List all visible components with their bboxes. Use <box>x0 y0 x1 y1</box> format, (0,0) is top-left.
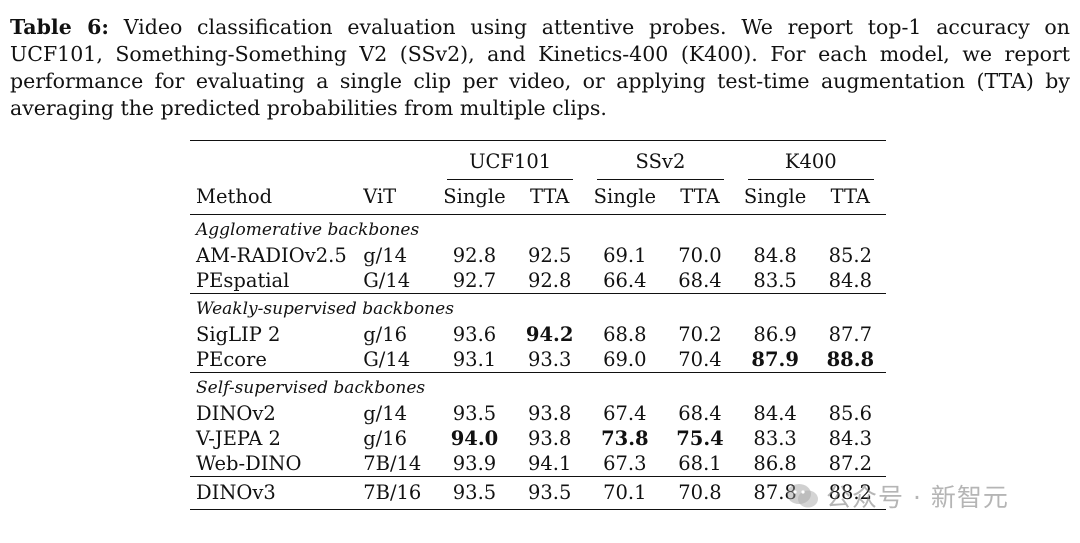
row-value: 92.8 <box>452 244 497 267</box>
row-value: 94.1 <box>527 452 572 475</box>
row-method: PEcore <box>196 348 267 371</box>
row-value: 84.3 <box>828 427 873 450</box>
column-header-single: Single <box>743 185 807 208</box>
row-value: 70.8 <box>678 481 722 504</box>
row-value: 83.3 <box>753 427 797 450</box>
row-value-best: 94.0 <box>450 427 499 450</box>
row-value: 92.7 <box>452 269 497 292</box>
section-header: Agglomerative backbones <box>190 214 886 244</box>
row-value: 93.5 <box>527 481 572 504</box>
table-row: PEspatial G/14 92.7 92.8 66.4 68.4 83.5 … <box>190 268 886 294</box>
row-value: 92.8 <box>527 269 572 292</box>
row-value: 92.5 <box>527 244 572 267</box>
row-method: V-JEPA 2 <box>196 427 281 450</box>
column-header-single: Single <box>443 185 506 208</box>
row-value: 84.8 <box>753 244 797 267</box>
table-row: DINOv2 g/14 93.5 93.8 67.4 68.4 84.4 85.… <box>190 401 886 426</box>
watermark: 公众号 · 新智元 <box>786 478 1009 516</box>
table-caption: Table 6: Video classification evaluation… <box>10 14 1070 122</box>
column-header-tta: TTA <box>529 185 570 208</box>
row-value: 68.4 <box>678 269 722 292</box>
section-title: Agglomerative backbones <box>196 220 420 240</box>
table-row: PEcore G/14 93.1 93.3 69.0 70.4 87.9 88.… <box>190 347 886 373</box>
caption-label: Table 6: <box>10 15 109 39</box>
row-vit: G/14 <box>363 269 411 292</box>
row-value: 69.1 <box>603 244 647 267</box>
row-method: PEspatial <box>196 269 290 292</box>
row-value: 68.1 <box>678 452 722 475</box>
row-value-best: 88.8 <box>826 348 875 371</box>
results-table: UCF101 SSv2 K400 Method ViT Single TTA S… <box>190 140 886 510</box>
column-header-single: Single <box>593 185 657 208</box>
row-value: 66.4 <box>603 269 647 292</box>
row-vit: g/14 <box>363 402 408 425</box>
column-header-method: Method <box>196 185 273 208</box>
row-vit: g/16 <box>363 427 408 450</box>
row-method: Web-DINO <box>196 452 302 475</box>
row-value-best: 94.2 <box>525 323 574 346</box>
row-value: 86.8 <box>753 452 797 475</box>
section-header: Self-supervised backbones <box>190 372 886 402</box>
row-method: AM-RADIOv2.5 <box>196 244 347 267</box>
column-header-tta: TTA <box>680 185 720 208</box>
group-header-k400: K400 <box>747 145 874 180</box>
results-table-container: UCF101 SSv2 K400 Method ViT Single TTA S… <box>190 140 886 510</box>
row-value: 93.5 <box>452 481 497 504</box>
caption-text: Video classification evaluation using at… <box>10 15 1070 120</box>
row-value: 84.8 <box>828 269 873 292</box>
group-header-ucf101: UCF101 <box>446 145 574 180</box>
row-value: 70.2 <box>678 323 722 346</box>
row-value: 70.4 <box>678 348 722 371</box>
table-row: AM-RADIOv2.5 g/14 92.8 92.5 69.1 70.0 84… <box>190 243 886 268</box>
row-value: 83.5 <box>753 269 797 292</box>
row-value: 85.2 <box>828 244 873 267</box>
row-value: 85.6 <box>828 402 873 425</box>
row-value: 70.0 <box>678 244 722 267</box>
table-row: Web-DINO 7B/14 93.9 94.1 67.3 68.1 86.8 … <box>190 451 886 477</box>
row-value: 88.2 <box>828 481 873 504</box>
row-value: 93.8 <box>527 427 572 450</box>
row-value: 68.4 <box>678 402 722 425</box>
row-value: 69.0 <box>603 348 647 371</box>
row-value-best: 75.4 <box>676 427 724 450</box>
section-title: Weakly-supervised backbones <box>196 299 454 319</box>
table-row: V-JEPA 2 g/16 94.0 93.8 73.8 75.4 83.3 8… <box>190 426 886 451</box>
watermark-text: 公众号 · 新智元 <box>826 483 1009 512</box>
row-method: DINOv2 <box>196 402 276 425</box>
row-vit: 7B/16 <box>363 481 422 504</box>
row-value: 93.6 <box>452 323 497 346</box>
row-vit: g/14 <box>363 244 408 267</box>
row-value: 86.9 <box>753 323 797 346</box>
column-header-tta: TTA <box>830 185 871 208</box>
row-value: 93.1 <box>452 348 497 371</box>
row-value: 87.7 <box>828 323 873 346</box>
row-method: SigLIP 2 <box>196 323 281 346</box>
row-vit: 7B/14 <box>363 452 422 475</box>
row-value: 93.3 <box>527 348 572 371</box>
header-row-columns: Method ViT Single TTA Single TTA Single … <box>190 180 886 215</box>
row-method: DINOv3 <box>196 481 276 504</box>
row-vit: g/16 <box>363 323 408 346</box>
section-header: Weakly-supervised backbones <box>190 293 886 323</box>
row-value: 70.1 <box>603 481 647 504</box>
column-header-vit: ViT <box>363 185 397 208</box>
row-value: 87.8 <box>753 481 797 504</box>
row-value: 84.4 <box>753 402 797 425</box>
row-value: 87.2 <box>828 452 873 475</box>
table-row-final: DINOv3 7B/16 93.5 93.5 70.1 70.8 87.8 88… <box>190 476 886 510</box>
row-value: 93.9 <box>452 452 497 475</box>
header-row-groups: UCF101 SSv2 K400 <box>190 140 886 180</box>
row-value: 67.3 <box>603 452 647 475</box>
row-value-best: 87.9 <box>751 348 799 371</box>
section-title: Self-supervised backbones <box>196 378 426 398</box>
wechat-icon <box>786 482 820 516</box>
row-value: 67.4 <box>603 402 647 425</box>
row-value-best: 73.8 <box>601 427 649 450</box>
row-value: 68.8 <box>603 323 647 346</box>
row-vit: G/14 <box>363 348 411 371</box>
group-header-ssv2: SSv2 <box>597 145 724 180</box>
table-row: SigLIP 2 g/16 93.6 94.2 68.8 70.2 86.9 8… <box>190 322 886 347</box>
row-value: 93.5 <box>452 402 497 425</box>
row-value: 93.8 <box>527 402 572 425</box>
